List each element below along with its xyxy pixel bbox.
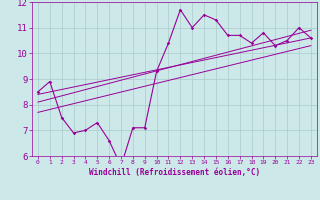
- X-axis label: Windchill (Refroidissement éolien,°C): Windchill (Refroidissement éolien,°C): [89, 168, 260, 177]
